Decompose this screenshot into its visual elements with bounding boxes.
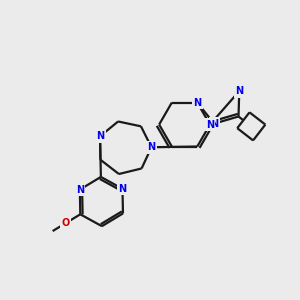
Text: N: N xyxy=(147,142,155,152)
Text: O: O xyxy=(62,218,70,228)
Text: N: N xyxy=(206,119,214,130)
Text: N: N xyxy=(210,118,218,129)
Text: N: N xyxy=(193,98,201,107)
Text: N: N xyxy=(235,86,243,96)
Text: N: N xyxy=(96,131,104,141)
Text: N: N xyxy=(76,185,84,195)
Text: N: N xyxy=(118,184,127,194)
